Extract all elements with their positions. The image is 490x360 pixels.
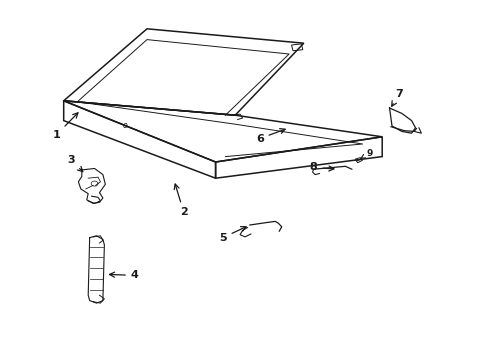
Text: 2: 2 — [174, 184, 188, 217]
Text: 4: 4 — [110, 270, 139, 280]
Text: e: e — [122, 121, 127, 130]
Text: 1: 1 — [52, 113, 78, 140]
Text: 5: 5 — [219, 226, 246, 243]
Text: 7: 7 — [392, 89, 403, 106]
Text: 8: 8 — [310, 162, 334, 172]
Text: 9: 9 — [361, 149, 373, 158]
Text: 3: 3 — [67, 155, 83, 172]
Text: 6: 6 — [256, 129, 285, 144]
